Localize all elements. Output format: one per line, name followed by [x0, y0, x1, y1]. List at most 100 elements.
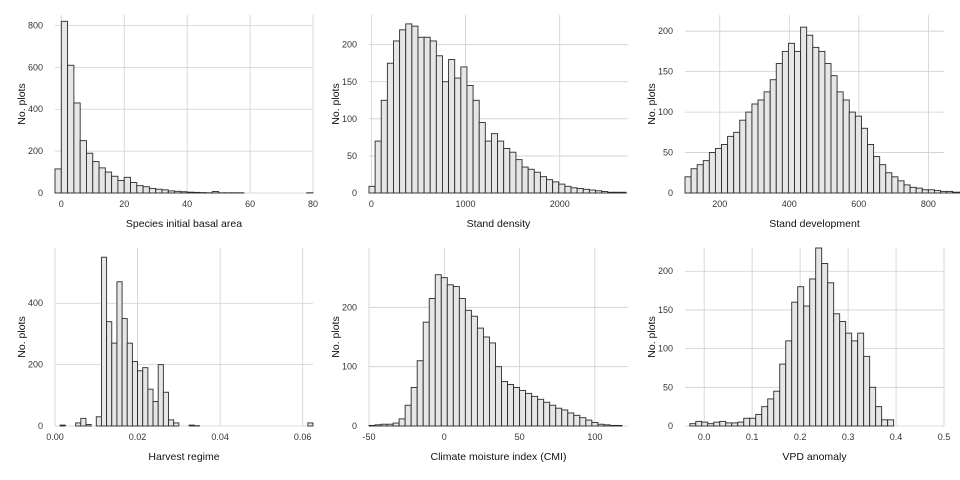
histogram-bar [452, 286, 460, 427]
histogram-bar [749, 417, 757, 427]
histogram-bar [470, 315, 478, 427]
histogram-bar [398, 418, 406, 427]
y-axis-label: No. plots [16, 316, 28, 357]
histogram-bar [739, 119, 747, 194]
y-tick-label: 200 [342, 302, 357, 312]
histogram-bar [845, 332, 853, 427]
histogram-bar [422, 321, 430, 427]
x-tick-label: 0.02 [129, 432, 147, 442]
histogram-bar [775, 63, 783, 194]
histogram-bar [603, 424, 611, 427]
histogram-bar [830, 75, 838, 194]
y-tick-label: 200 [28, 146, 43, 156]
histogram-bar [533, 171, 541, 194]
histogram-bar [531, 395, 539, 427]
histogram-bar [570, 187, 578, 194]
histogram-bar [380, 423, 388, 427]
histogram-bar [696, 164, 704, 194]
x-tick-label: 80 [308, 199, 318, 209]
histogram-bar [842, 99, 850, 194]
histogram-bar [386, 62, 394, 194]
histogram-bar [839, 321, 847, 427]
y-tick-label: 150 [658, 305, 673, 315]
histogram-bar [763, 91, 771, 194]
histogram-bar [173, 422, 180, 427]
histogram-bar [769, 79, 777, 194]
histogram-bar [958, 191, 960, 194]
histogram-bar [454, 77, 462, 194]
histogram-bar [417, 36, 425, 194]
histogram-bar [607, 191, 615, 194]
histogram-bar [737, 421, 745, 427]
histogram-bar [123, 176, 131, 194]
histogram-bar [80, 417, 87, 427]
histogram-bar [854, 115, 862, 194]
histogram-bar [411, 25, 419, 194]
x-tick-label: 0.0 [698, 432, 711, 442]
y-tick-label: 100 [658, 107, 673, 117]
histogram-bar [851, 340, 859, 427]
histogram-bar [537, 398, 545, 427]
histogram-bar [821, 263, 829, 427]
histogram-bar [558, 183, 566, 194]
histogram-bar [98, 167, 106, 194]
y-tick-label: 100 [342, 362, 357, 372]
histogram-bar [595, 190, 603, 194]
histogram-bar [104, 171, 113, 194]
histogram-bar [887, 419, 895, 427]
y-tick-label: 200 [658, 266, 673, 276]
histogram-bar [192, 191, 201, 194]
histogram-bar [809, 278, 817, 427]
histogram-bar [188, 424, 195, 427]
histogram-bar [513, 386, 521, 427]
histogram-bar [933, 190, 941, 194]
histogram-bar [67, 64, 75, 194]
x-tick-label: 2000 [550, 199, 570, 209]
histogram-bar [915, 187, 923, 194]
histogram-bar [743, 417, 751, 427]
histogram-bar [579, 417, 587, 427]
histogram-bar [827, 282, 835, 427]
histogram-bar [307, 422, 314, 427]
histogram-bar [952, 191, 960, 194]
histogram-bar [812, 46, 820, 194]
histogram-bar [867, 144, 875, 194]
x-tick-label: 0.5 [938, 432, 951, 442]
histogram-bar [211, 191, 220, 194]
y-tick-label: 50 [347, 151, 357, 161]
histogram-bar [152, 400, 159, 427]
histogram-bar [73, 102, 81, 194]
histogram-bar [416, 360, 424, 427]
x-tick-label: 1000 [456, 199, 476, 209]
histogram-bar [440, 277, 448, 427]
histogram-bar [860, 127, 868, 194]
x-tick-label: 0 [442, 432, 447, 442]
histogram-bar [879, 164, 887, 194]
y-tick-label: 0 [668, 421, 673, 431]
histogram-bar [794, 50, 802, 194]
histogram-bar [507, 384, 515, 427]
histogram-bar [136, 185, 144, 194]
histogram-bar [857, 332, 865, 427]
histogram-bar [60, 20, 69, 194]
histogram-bar [162, 391, 169, 427]
x-tick-label: -50 [362, 432, 375, 442]
histogram-bar [92, 161, 100, 194]
y-tick-label: 200 [28, 360, 43, 370]
histogram-bar [54, 168, 62, 194]
histogram-bar [495, 366, 502, 427]
histogram-bar [549, 404, 557, 427]
y-tick-label: 600 [28, 62, 43, 72]
histogram-bar [891, 176, 899, 194]
histogram-bar [446, 284, 454, 427]
histogram-bar [897, 180, 905, 194]
histogram-bar [806, 34, 814, 194]
histogram-bar [836, 91, 844, 194]
y-tick-label: 200 [658, 26, 673, 36]
histogram-bar [117, 179, 125, 194]
x-tick-label: 800 [921, 199, 936, 209]
histogram-bar [885, 172, 893, 194]
histogram-bar [873, 156, 881, 194]
histogram-bar [442, 81, 450, 194]
